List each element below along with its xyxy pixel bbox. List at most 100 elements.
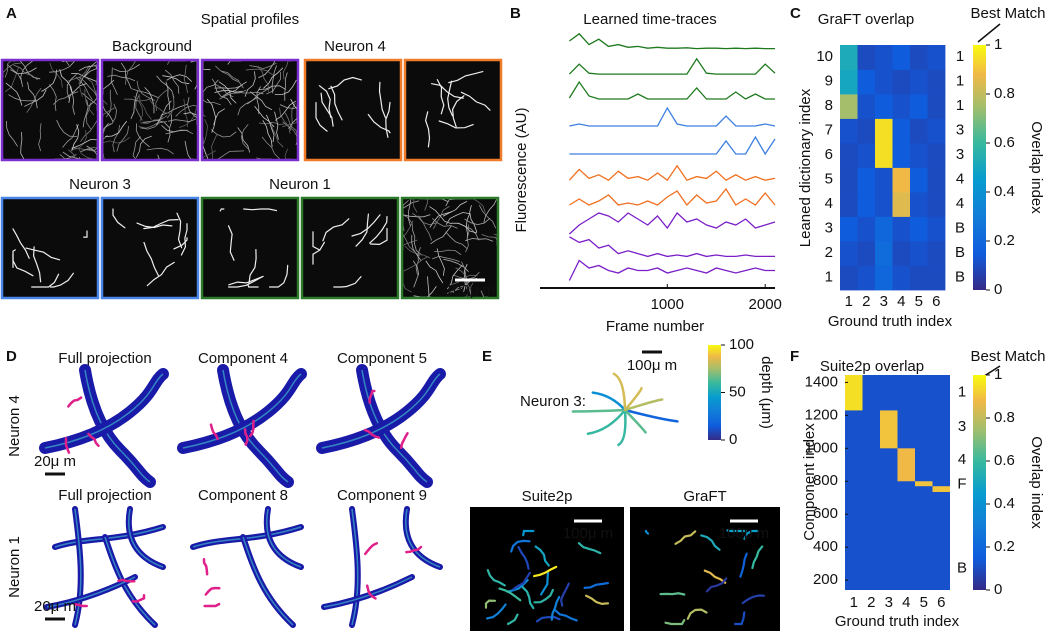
texture [27, 81, 38, 109]
x-tick-label: 1 [845, 293, 853, 310]
texture [533, 588, 554, 604]
texture [644, 529, 650, 535]
time-trace [569, 135, 776, 156]
heatmap-cell [857, 241, 876, 266]
texture [112, 124, 120, 153]
best-match-label: B [957, 560, 967, 577]
y-tick-label: 10 [816, 48, 833, 65]
texture [10, 67, 37, 74]
texture [415, 247, 421, 275]
texture [290, 103, 296, 131]
texture [403, 256, 429, 272]
vessel-core [74, 508, 82, 626]
texture [266, 71, 282, 95]
best-match-label: B [955, 220, 965, 237]
texture [214, 83, 232, 105]
x-tick-label: 3 [880, 293, 888, 310]
texture [121, 62, 132, 90]
depth-image [470, 507, 624, 631]
texture [146, 261, 175, 287]
texture [312, 241, 325, 265]
texture [249, 62, 277, 70]
group-label: Background [112, 38, 192, 55]
texture [258, 85, 286, 90]
heatmap-cell [857, 265, 876, 291]
texture [107, 74, 136, 81]
x-tick-label: 1000 [651, 296, 684, 313]
texture [486, 569, 506, 587]
texture [447, 80, 454, 117]
texture [535, 615, 561, 623]
heatmap-cell [840, 143, 858, 168]
texture [369, 216, 388, 244]
texture [263, 67, 284, 89]
texture [703, 569, 727, 584]
heatmap-cell [840, 241, 858, 266]
x-tick-label: 1 [850, 594, 858, 611]
texture [143, 219, 179, 230]
best-match-title: Best Match [970, 348, 1045, 365]
texture [221, 71, 244, 89]
x-axis-label: Ground truth index [828, 313, 953, 330]
texture [431, 83, 464, 99]
colorbar-tick-label: 0.2 [994, 232, 1015, 249]
texture [12, 253, 34, 277]
y-tick-label: 1000 [805, 439, 838, 456]
texture [117, 578, 136, 583]
texture [368, 389, 376, 404]
texture [258, 121, 287, 125]
texture [168, 118, 196, 123]
texture [275, 100, 297, 121]
texture [322, 218, 350, 242]
time-trace [569, 236, 775, 258]
panel-label: D [6, 348, 17, 365]
texture [674, 530, 697, 545]
x-tick-label: 6 [937, 594, 945, 611]
texture [506, 613, 519, 626]
heatmap-cell [875, 45, 893, 70]
texture [214, 85, 243, 89]
texture [87, 432, 100, 448]
heatmap-cell [875, 192, 893, 217]
texture [56, 119, 77, 137]
texture [540, 571, 550, 596]
texture [5, 67, 19, 92]
x-tick-label: 2 [867, 594, 875, 611]
scale-bar-label: 20μ m [34, 598, 76, 615]
texture [583, 582, 609, 589]
scale-bar-label: 100μ m [719, 525, 769, 542]
y-tick-label: 1 [825, 269, 833, 286]
heatmap-cell [927, 118, 946, 144]
texture [59, 69, 73, 94]
texture [447, 265, 463, 290]
texture [442, 201, 468, 217]
heatmap-cell [875, 265, 893, 291]
image-frame [403, 58, 503, 162]
texture [237, 127, 250, 153]
vessel-core [266, 508, 302, 568]
image-frame [200, 58, 300, 162]
neuron-label: Neuron 3: [520, 393, 586, 410]
texture [451, 274, 478, 285]
texture [451, 95, 465, 128]
image-frame [0, 58, 100, 162]
texture [270, 121, 284, 148]
texture [402, 214, 431, 218]
heatmap-cell [892, 167, 911, 193]
texture [32, 246, 42, 283]
heatmap-cell [892, 118, 911, 144]
time-trace [568, 80, 775, 100]
y-axis-label: Fluorescence (AU) [513, 107, 530, 232]
texture [215, 65, 240, 81]
y-tick-label: 800 [813, 472, 838, 489]
colorbar-label: Overlap index [1028, 121, 1045, 214]
image-frame [303, 58, 403, 162]
heatmap-cell [910, 69, 928, 95]
scale-bar-label: 100μ m [445, 282, 495, 299]
heatmap-cell [892, 143, 911, 168]
x-tick-label: 5 [915, 293, 923, 310]
best-match-label: 4 [958, 451, 966, 468]
heatmap-cell [840, 45, 858, 70]
y-tick-label: 1200 [805, 406, 838, 423]
texture [132, 88, 160, 99]
